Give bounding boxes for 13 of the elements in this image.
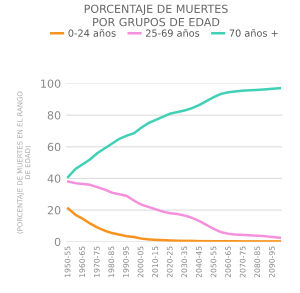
y-tick-label: 80	[48, 111, 60, 120]
legend-label: 70 años +	[230, 29, 278, 37]
legend-label: 25-69 años	[146, 29, 200, 37]
y-tick-label: 100	[41, 79, 60, 88]
y-tick-label: 60	[48, 142, 60, 152]
line-series	[66, 207, 282, 242]
y-tick-label: 40	[48, 174, 60, 183]
line-series	[66, 180, 282, 240]
y-tick-label: 20	[48, 206, 60, 214]
legend-label: 0-24 años	[68, 29, 116, 37]
chart-title: PORCENTAJE DE MUERTES POR GRUPOS DE EDAD	[84, 4, 228, 26]
y-tick-label: 0	[54, 238, 60, 246]
line-series	[66, 87, 282, 178]
